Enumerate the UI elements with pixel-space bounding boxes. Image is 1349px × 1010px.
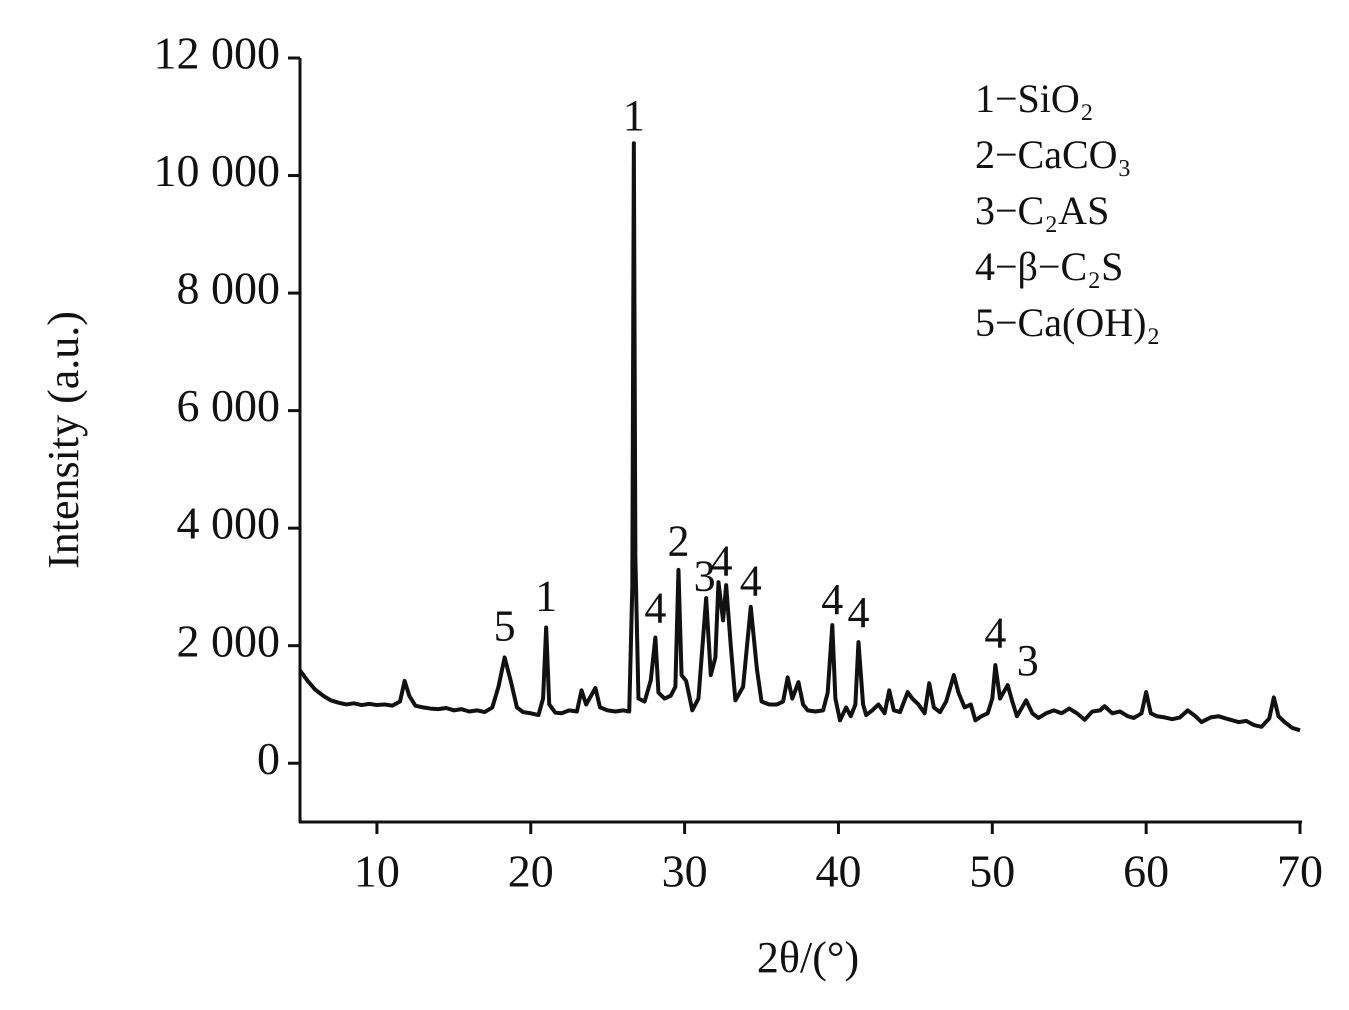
y-axis-label: Intensity (a.u.)	[39, 311, 88, 569]
peak-label: 3	[1017, 636, 1039, 685]
peak-label: 4	[644, 583, 666, 632]
peak-label: 1	[623, 91, 645, 140]
peak-label: 5	[494, 602, 516, 651]
peak-label: 4	[847, 588, 869, 637]
peak-label: 1	[535, 572, 557, 621]
y-tick-label: 6 000	[177, 380, 281, 431]
x-axis-label: 2θ/(°)	[757, 933, 859, 982]
x-tick-label: 50	[969, 846, 1015, 897]
peak-label: 3	[694, 552, 716, 601]
data-line	[298, 141, 1301, 733]
y-tick-label: 2 000	[177, 615, 281, 666]
peak-label: 4	[711, 536, 733, 585]
x-tick-label: 60	[1123, 846, 1169, 897]
peak-label: 4	[821, 575, 843, 624]
key-entry: 5−Ca(OH)₂	[975, 300, 1160, 345]
y-tick-label: 12 000	[154, 28, 281, 79]
y-tick-label: 4 000	[177, 498, 281, 549]
key-entry: 4−β−C₂S	[975, 244, 1123, 289]
peak-label: 4	[740, 556, 762, 605]
y-tick-label: 8 000	[177, 263, 281, 314]
x-tick-label: 40	[815, 846, 861, 897]
key-entry: 1−SiO₂	[975, 76, 1094, 121]
key-entry: 2−CaCO₃	[975, 132, 1132, 177]
y-tick-label: 0	[257, 733, 280, 784]
x-tick-label: 10	[354, 846, 400, 897]
x-tick-label: 70	[1277, 846, 1323, 897]
key-entry: 3−C₂AS	[975, 188, 1109, 233]
x-tick-label: 30	[662, 846, 708, 897]
y-tick-label: 10 000	[154, 145, 281, 196]
x-tick-label: 20	[508, 846, 554, 897]
peak-label: 2	[667, 516, 689, 565]
peak-label: 4	[984, 609, 1006, 658]
